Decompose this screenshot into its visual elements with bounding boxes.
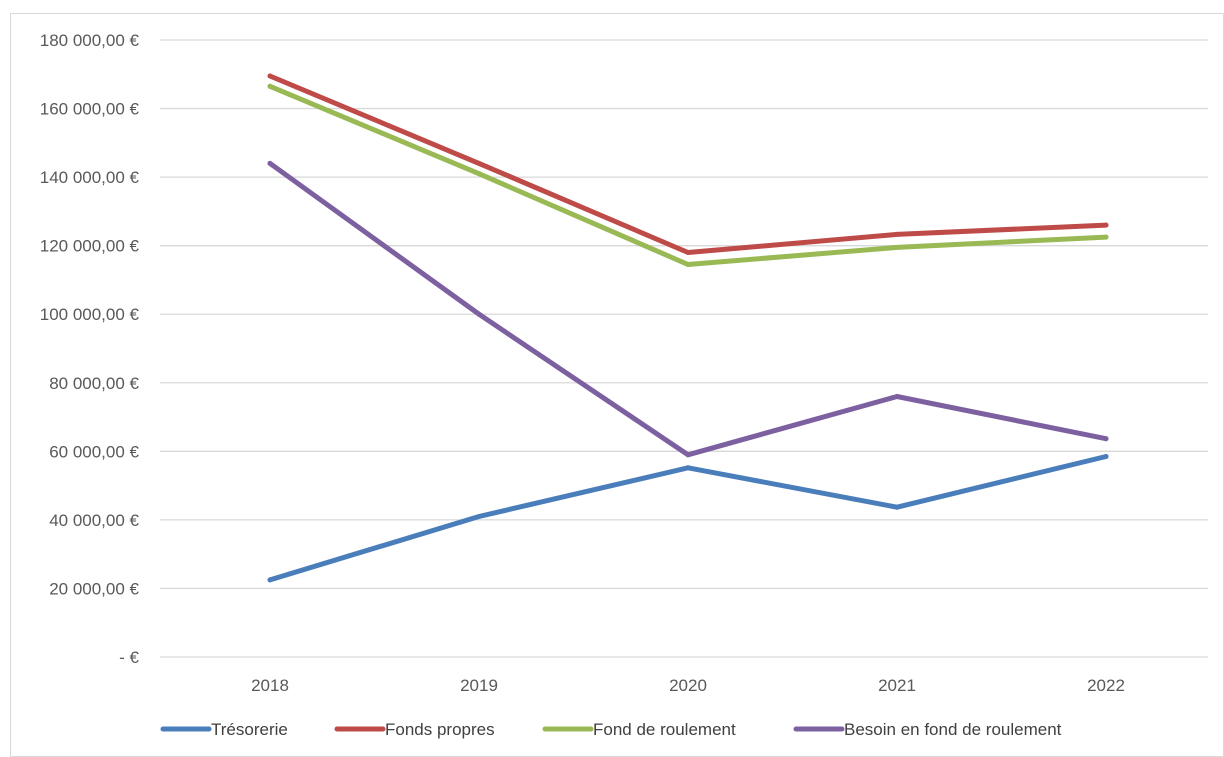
series-lines (267, 73, 1109, 583)
y-tick-label: 120 000,00 € (40, 237, 140, 256)
x-tick-label: 2019 (460, 676, 498, 695)
data-point (476, 311, 482, 317)
x-tick-label: 2022 (1087, 676, 1125, 695)
data-point (1103, 454, 1109, 459)
data-point (685, 465, 691, 471)
data-point (685, 250, 691, 255)
x-tick-label: 2021 (878, 676, 916, 695)
data-point (476, 514, 482, 519)
legend: Trésorerie Fonds propres Fond de roulement… (160, 720, 1062, 739)
data-point (894, 244, 900, 250)
x-axis-tick-labels: 2018 2019 2020 2021 2022 (251, 676, 1125, 695)
legend-label: Fonds propres (385, 720, 495, 739)
y-tick-label: 140 000,00 € (40, 168, 140, 187)
y-tick-label: - € (119, 648, 139, 667)
data-point (685, 262, 691, 267)
data-point (894, 231, 900, 237)
data-point (267, 160, 273, 166)
legend-label: Fond de roulement (593, 720, 736, 739)
y-tick-label: 160 000,00 € (40, 100, 140, 119)
x-tick-label: 2018 (251, 676, 289, 695)
data-point (267, 83, 273, 89)
legend-label: Trésorerie (211, 720, 288, 739)
data-point (1103, 234, 1109, 240)
x-tick-label: 2020 (669, 676, 707, 695)
legend-label: Besoin en fond de roulement (844, 720, 1062, 739)
y-tick-label: 20 000,00 € (49, 579, 139, 598)
gridlines (160, 39, 1208, 658)
data-point (476, 171, 482, 177)
data-point (476, 160, 482, 166)
data-point (1103, 436, 1109, 442)
y-tick-label: 180 000,00 € (40, 31, 140, 50)
y-tick-label: 100 000,00 € (40, 305, 140, 324)
data-point (267, 577, 273, 583)
y-tick-label: 40 000,00 € (49, 511, 139, 530)
data-point (894, 394, 900, 399)
y-axis-tick-labels: - € 20 000,00 € 40 000,00 € 60 000,00 € 80 0… (40, 31, 140, 667)
y-tick-label: 60 000,00 € (49, 442, 139, 461)
data-point (685, 452, 691, 458)
data-point (1103, 222, 1109, 228)
y-tick-label: 80 000,00 € (49, 374, 139, 393)
data-point (267, 73, 273, 79)
data-point (894, 504, 900, 510)
